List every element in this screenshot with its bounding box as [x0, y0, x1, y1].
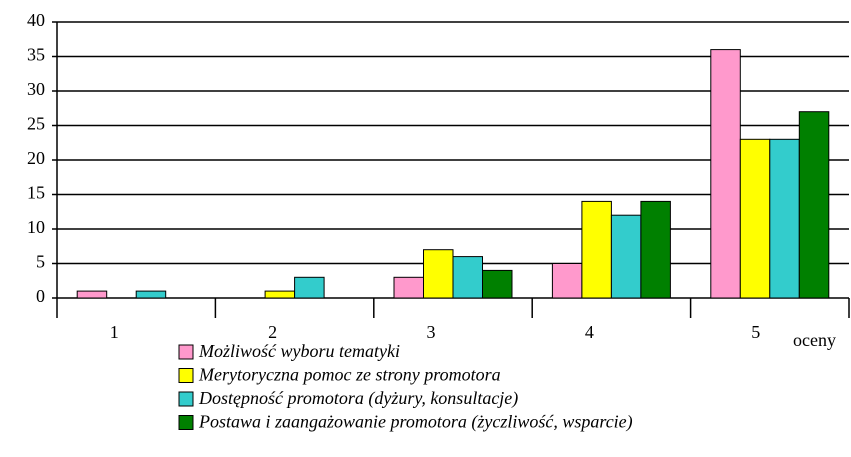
legend-label: Dostępność promotora (dyżury, konsultacj… — [198, 388, 518, 409]
bar — [581, 200, 612, 299]
legend-label: Merytoryczna pomoc ze strony promotora — [198, 365, 501, 385]
legend-swatch — [178, 391, 194, 407]
legend-label: Postawa i zaangażowanie promotora (życzl… — [198, 412, 633, 433]
bar — [393, 276, 424, 299]
x-tick-label: 1 — [110, 322, 119, 342]
y-tick-label: 5 — [36, 252, 45, 272]
bar — [482, 269, 513, 299]
bar — [640, 200, 671, 299]
bar — [798, 111, 830, 299]
x-tick-label: 5 — [751, 322, 760, 342]
x-axis-label: oceny — [793, 330, 836, 350]
y-tick-label: 20 — [27, 148, 45, 168]
bar — [551, 263, 583, 299]
y-tick-label: 10 — [27, 217, 45, 237]
x-tick-label: 4 — [585, 322, 594, 342]
x-tick-label: 2 — [268, 322, 277, 342]
y-tick-label: 25 — [27, 114, 45, 134]
bar — [135, 290, 167, 299]
bar — [294, 276, 325, 299]
bar — [423, 249, 454, 299]
legend-swatch — [178, 368, 194, 383]
legend-swatch — [178, 344, 194, 360]
x-tick-label: 3 — [427, 322, 436, 342]
bar — [610, 214, 642, 299]
y-tick-label: 0 — [36, 286, 45, 306]
bar — [264, 290, 296, 299]
y-tick-label: 30 — [27, 79, 45, 99]
bar — [739, 138, 771, 299]
legend-label: Możliwość wyboru tematyki — [198, 341, 400, 361]
bar — [452, 256, 483, 299]
y-tick-label: 15 — [27, 183, 45, 203]
y-tick-label: 40 — [27, 10, 45, 30]
legend-swatch — [178, 415, 194, 430]
bar — [769, 138, 800, 299]
y-tick-label: 35 — [27, 45, 45, 65]
bar — [710, 49, 741, 299]
bar — [76, 290, 108, 299]
